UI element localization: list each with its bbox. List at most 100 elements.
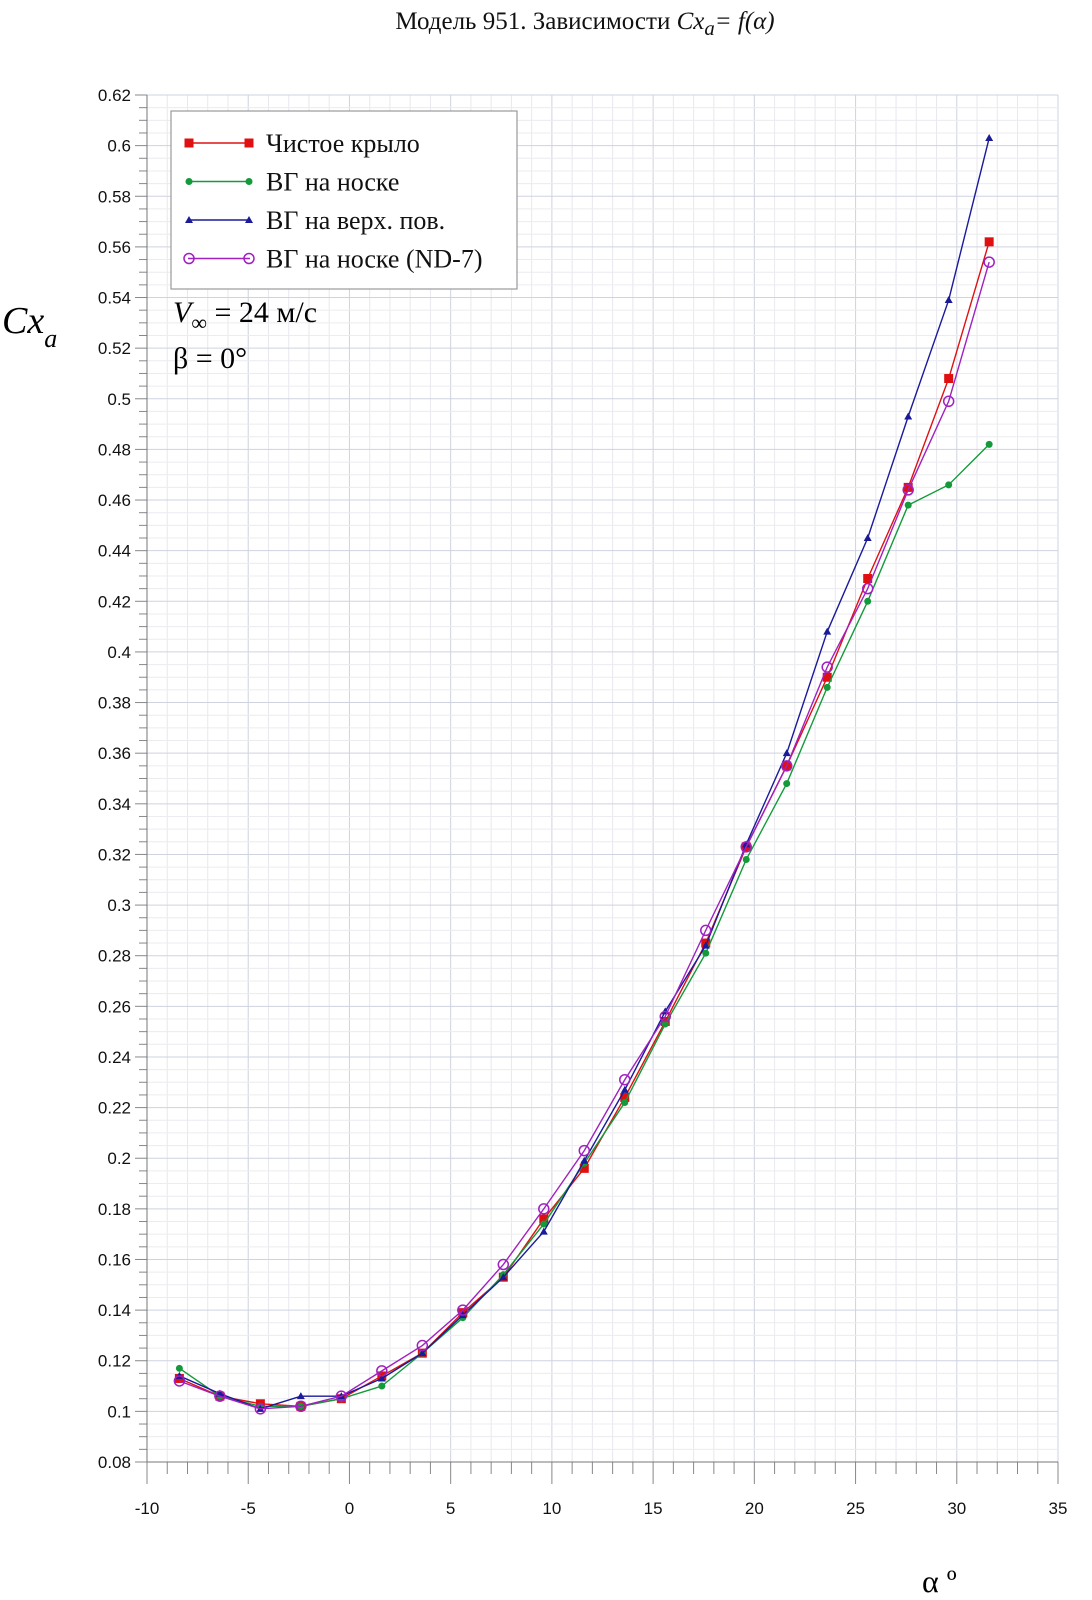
- title-var: Cx: [676, 8, 705, 35]
- data-point: [245, 216, 253, 223]
- data-point: [742, 840, 751, 848]
- title-text: Модель 951. Зависимости: [395, 8, 677, 35]
- x-tick-label: 5: [446, 1499, 455, 1518]
- annotation-velocity-sub: ∞: [191, 310, 207, 335]
- data-point: [335, 1390, 348, 1402]
- grid: [135, 94, 1059, 1484]
- annotation-velocity-var: V: [173, 296, 195, 329]
- y-tick-label: 0.12: [98, 1352, 131, 1371]
- y-tick-label: 0.24: [98, 1048, 131, 1067]
- data-point: [902, 484, 914, 496]
- data-point: [497, 1258, 510, 1271]
- data-point: [499, 1273, 508, 1281]
- data-point: [173, 1375, 186, 1387]
- y-tick-label: 0.38: [98, 694, 131, 713]
- data-point: [538, 1203, 550, 1215]
- x-tick-label: 35: [1049, 1499, 1068, 1518]
- x-axis-label: α º: [922, 1563, 957, 1599]
- y-tick-label: 0.62: [98, 86, 131, 105]
- legend-label: Чистое крыло: [266, 129, 420, 158]
- data-point: [378, 1382, 386, 1390]
- data-point: [823, 627, 832, 635]
- series-4: [173, 256, 995, 1415]
- data-point: [944, 296, 953, 304]
- data-point: [243, 252, 255, 265]
- data-point: [985, 134, 994, 142]
- y-tick-label: 0.32: [98, 845, 131, 864]
- y-tick-label: 0.28: [98, 947, 131, 966]
- data-point: [863, 574, 873, 584]
- data-point: [783, 780, 791, 788]
- data-point: [702, 949, 710, 957]
- y-tick-label: 0.58: [98, 187, 131, 206]
- y-tick-label: 0.36: [98, 744, 131, 763]
- data-point: [782, 749, 791, 757]
- x-tick-label: 15: [644, 1499, 663, 1518]
- y-tick-label: 0.42: [98, 592, 131, 611]
- y-tick-label: 0.08: [98, 1453, 131, 1472]
- data-point: [185, 216, 193, 223]
- series-2: [175, 440, 993, 1410]
- y-tick-label: 0.56: [98, 238, 131, 257]
- y-tick-label: 0.1: [107, 1402, 131, 1421]
- data-point: [416, 1339, 429, 1352]
- y-tick-label: 0.46: [98, 491, 131, 510]
- y-tick-label: 0.52: [98, 339, 131, 358]
- annotation-velocity-value: = 24 м/с: [207, 296, 317, 329]
- x-tick-label: 30: [947, 1499, 966, 1518]
- data-point: [539, 1214, 549, 1224]
- legend-label: ВГ на верх. пов.: [266, 206, 445, 235]
- y-tick-label: 0.16: [98, 1250, 131, 1269]
- data-point: [579, 1163, 589, 1173]
- data-point: [214, 1390, 226, 1402]
- data-point: [945, 481, 953, 489]
- data-point: [904, 412, 913, 420]
- chart-title: Модель 951. Зависимости Cxa= f(α): [0, 8, 1092, 41]
- data-point: [184, 138, 194, 148]
- x-tick-label: -10: [135, 1499, 160, 1518]
- x-tick-label: 0: [345, 1499, 354, 1518]
- y-tick-label: 0.3: [107, 896, 131, 915]
- y-tick-label: 0.14: [98, 1301, 131, 1320]
- data-point: [254, 1403, 267, 1415]
- data-point: [863, 534, 872, 542]
- data-point: [821, 661, 833, 673]
- legend-box: [170, 110, 518, 290]
- x-tick-label: 20: [745, 1499, 764, 1518]
- data-point: [983, 256, 995, 268]
- data-point: [984, 237, 994, 247]
- data-point: [620, 1085, 629, 1093]
- data-point: [742, 856, 750, 864]
- data-point: [620, 1092, 630, 1102]
- data-point: [175, 1364, 183, 1372]
- y-tick-label: 0.26: [98, 997, 131, 1016]
- x-tick-label: 25: [846, 1499, 865, 1518]
- legend-label: ВГ на носке: [266, 168, 399, 197]
- y-axis-label-main: Cx: [2, 300, 44, 342]
- data-point: [244, 138, 254, 148]
- y-tick-label: 0.54: [98, 289, 131, 308]
- data-point: [699, 924, 712, 937]
- data-point: [540, 1220, 548, 1228]
- annotation-beta: β = 0°: [173, 342, 247, 375]
- data-point: [661, 1020, 669, 1028]
- data-point: [701, 941, 710, 949]
- data-point: [823, 683, 831, 691]
- data-point: [295, 1400, 307, 1413]
- data-point: [621, 1099, 629, 1107]
- data-point: [418, 1349, 427, 1357]
- data-point: [376, 1365, 388, 1377]
- y-axis-label: Cxa: [2, 300, 57, 353]
- series-line: [179, 241, 990, 1408]
- data-point: [942, 395, 955, 408]
- data-point: [822, 672, 832, 682]
- y-tick-label: 0.18: [98, 1200, 131, 1219]
- data-point: [659, 1010, 672, 1023]
- data-point: [245, 178, 253, 185]
- data-point: [185, 178, 193, 185]
- y-tick-label: 0.5: [107, 390, 131, 409]
- data-point: [619, 1073, 631, 1086]
- data-point: [944, 374, 954, 384]
- data-point: [861, 582, 874, 595]
